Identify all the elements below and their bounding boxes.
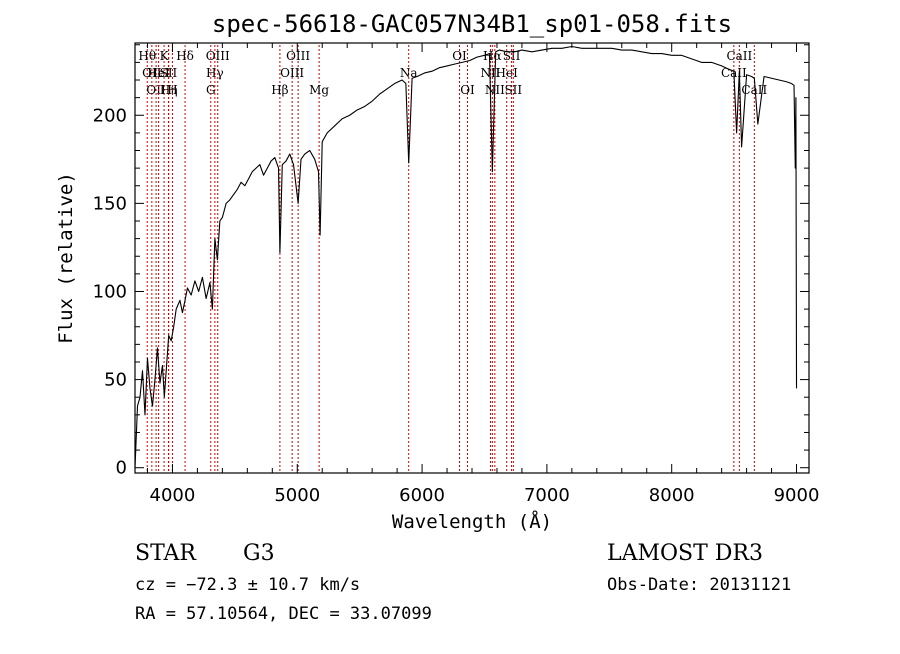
x-axis-label: Wavelength (Å) — [392, 510, 552, 533]
x-tick-label-2: 6000 — [399, 485, 445, 506]
line-marker-label-17: OI — [452, 49, 467, 63]
line-marker-label-4: K — [160, 49, 170, 63]
x-tick-label-0: 4000 — [150, 485, 196, 506]
line-markers-layer: HθOIIOIIHeIKHηSIIHHδGHγOIIIHβOIIIOIIIMgN… — [138, 45, 767, 473]
line-marker-label-27: CaII — [741, 83, 767, 97]
line-marker-label-16: Na — [400, 66, 418, 80]
line-marker-label-26: CaII — [726, 49, 752, 63]
survey-name: LAMOST DR3 — [607, 541, 763, 566]
line-marker-label-0: Hθ — [138, 49, 156, 63]
x-tick-label-1: 5000 — [274, 485, 320, 506]
y-axis-label: Flux (relative) — [55, 172, 77, 344]
y-tick-label-1: 50 — [104, 370, 127, 391]
line-marker-label-6: SII — [160, 66, 178, 80]
y-axis-ticks: 0 50 100 150 200 — [93, 44, 809, 479]
line-marker-label-7: H — [167, 83, 177, 97]
line-marker-label-15: Mg — [309, 83, 329, 97]
spectral-subclass: G3 — [243, 541, 275, 566]
line-marker-label-14: OIII — [286, 49, 310, 63]
spectrum-layer — [134, 45, 798, 468]
line-marker-label-12: Hβ — [271, 83, 288, 97]
line-marker-label-23: SII — [503, 49, 521, 63]
line-marker-label-22: HeI — [496, 66, 519, 80]
line-marker-label-11: OIII — [206, 49, 230, 63]
y-tick-label-3: 150 — [93, 193, 127, 214]
obs-date-text: Obs-Date: 20131121 — [607, 575, 791, 595]
line-marker-label-20: Hα — [483, 49, 502, 63]
line-marker-label-10: Hγ — [206, 66, 224, 80]
y-tick-label-2: 100 — [93, 281, 127, 302]
x-axis-ticks: 4000 5000 6000 7000 8000 9000 — [146, 43, 820, 506]
line-marker-label-24: SII — [504, 83, 522, 97]
spectrum-line — [134, 45, 798, 468]
chart-title: spec-56618-GAC057N34B1_sp01-058.fits — [212, 10, 732, 38]
coordinates-text: RA = 57.10564, DEC = 33.07099 — [135, 604, 432, 624]
line-marker-label-8: Hδ — [176, 49, 194, 63]
object-class: STAR — [135, 541, 197, 566]
line-marker-label-2: OII — [146, 83, 166, 97]
line-marker-label-13: OIII — [280, 66, 304, 80]
line-marker-label-18: OI — [460, 83, 475, 97]
x-tick-label-4: 8000 — [649, 485, 695, 506]
line-marker-label-9: G — [206, 83, 216, 97]
y-tick-label-4: 200 — [93, 105, 127, 126]
line-marker-label-1: OII — [142, 66, 162, 80]
redshift-text: cz = −72.3 ± 10.7 km/s — [135, 575, 360, 595]
info-panel: STAR G3 LAMOST DR3 cz = −72.3 ± 10.7 km/… — [135, 541, 791, 624]
x-tick-label-3: 7000 — [524, 485, 570, 506]
x-tick-label-5: 9000 — [774, 485, 820, 506]
plot-frame — [134, 42, 810, 474]
y-tick-label-0: 0 — [116, 458, 127, 479]
